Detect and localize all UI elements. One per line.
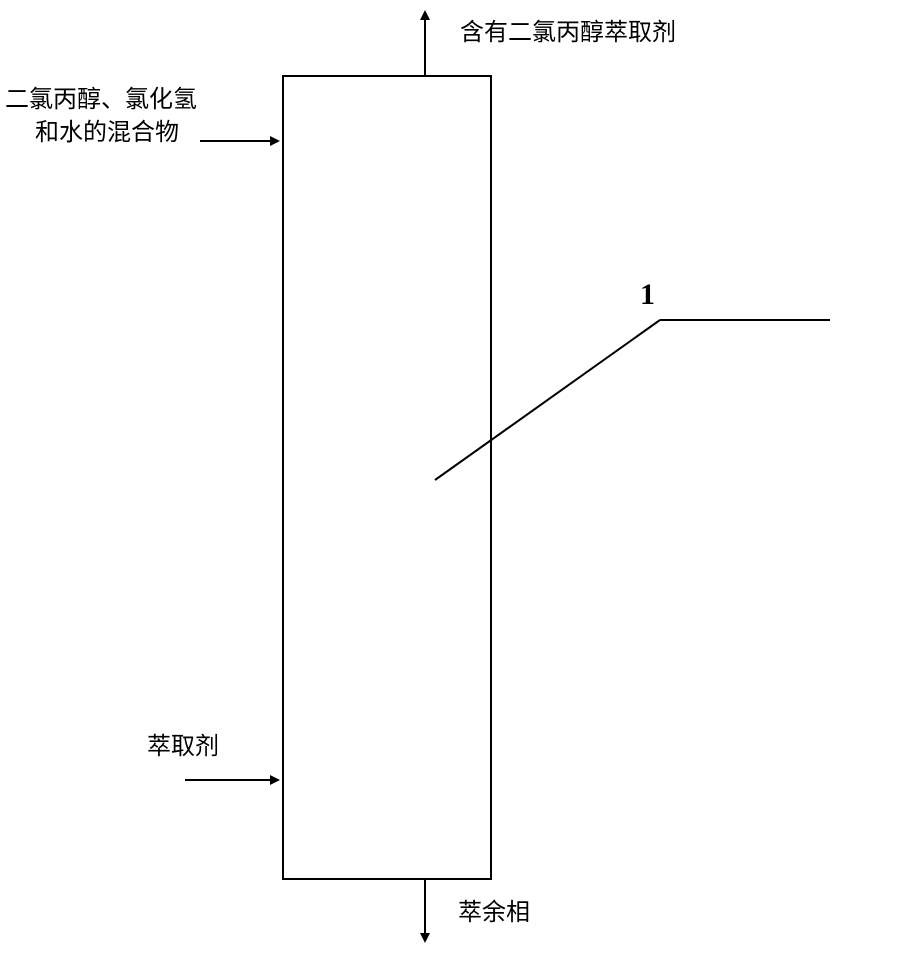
extraction-column: [282, 75, 492, 880]
feed-input-label-line2: 和水的混合物: [35, 118, 179, 149]
bottom-output-label: 萃余相: [458, 898, 530, 929]
extraction-column-diagram: 含有二氯丙醇萃取剂 二氯丙醇、氯化氢 和水的混合物 1 萃取剂 萃余相: [0, 0, 904, 963]
bottom-output-line: [424, 880, 426, 935]
feed-input-line: [200, 140, 272, 142]
top-output-label: 含有二氯丙醇萃取剂: [460, 18, 676, 49]
top-output-line: [424, 18, 426, 75]
feed-input-label-line1: 二氯丙醇、氯化氢: [5, 85, 197, 116]
bottom-output-arrowhead: [420, 933, 430, 943]
feed-input-arrowhead: [270, 136, 280, 146]
top-output-arrowhead: [420, 10, 430, 20]
extractant-input-line: [185, 779, 272, 781]
callout-number: 1: [640, 275, 655, 314]
extractant-input-arrowhead: [270, 775, 280, 785]
extractant-input-label: 萃取剂: [147, 732, 219, 763]
